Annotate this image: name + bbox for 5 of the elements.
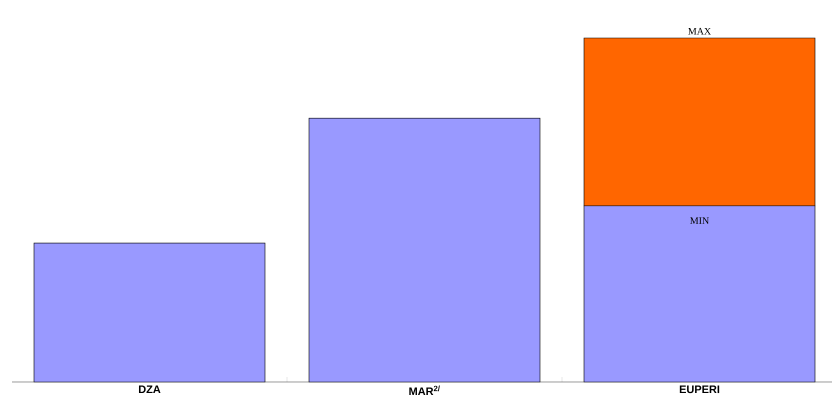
x-tick-label: MAR$^{2/}$ xyxy=(409,386,440,396)
x-tick-label: EUPERI xyxy=(680,386,720,394)
x-tick-label: DZA xyxy=(138,386,160,394)
series-label: MIN xyxy=(690,217,709,224)
series-label: MAX xyxy=(688,28,711,34)
